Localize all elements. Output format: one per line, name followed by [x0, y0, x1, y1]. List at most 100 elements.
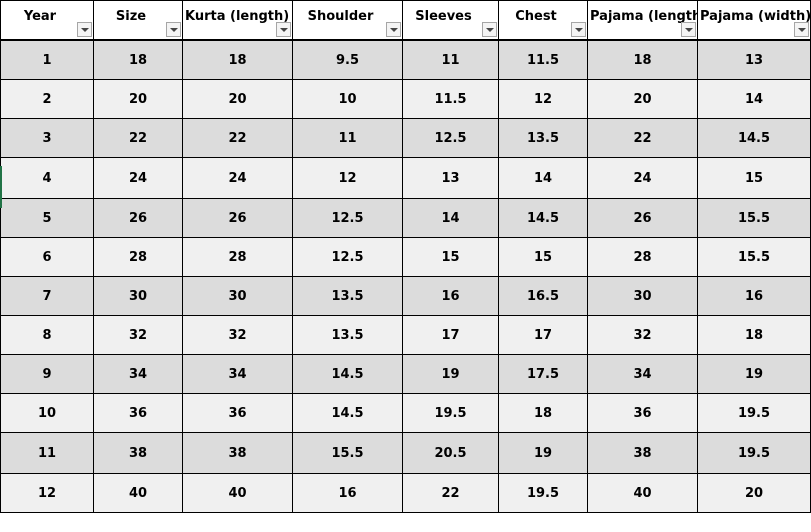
- cell-pajama-length[interactable]: 22: [587, 118, 698, 158]
- cell-year[interactable]: 6: [0, 237, 94, 277]
- cell-chest[interactable]: 14.5: [498, 198, 588, 238]
- cell-chest[interactable]: 19.5: [498, 473, 588, 513]
- cell-sleeves[interactable]: 15: [402, 237, 499, 277]
- cell-pajama-length[interactable]: 38: [587, 432, 698, 474]
- filter-dropdown-icon[interactable]: [571, 22, 586, 37]
- cell-year[interactable]: 4: [0, 157, 94, 199]
- cell-shoulder[interactable]: 14.5: [292, 393, 403, 433]
- cell-sleeves[interactable]: 14: [402, 198, 499, 238]
- cell-pajama-length[interactable]: 32: [587, 315, 698, 355]
- filter-dropdown-icon[interactable]: [681, 22, 696, 37]
- cell-kurta-length[interactable]: 24: [182, 157, 293, 199]
- cell-kurta-length[interactable]: 38: [182, 432, 293, 474]
- cell-sleeves[interactable]: 16: [402, 276, 499, 316]
- cell-year[interactable]: 10: [0, 393, 94, 433]
- cell-chest[interactable]: 17.5: [498, 354, 588, 394]
- cell-shoulder[interactable]: 12: [292, 157, 403, 199]
- cell-shoulder[interactable]: 12.5: [292, 237, 403, 277]
- filter-dropdown-icon[interactable]: [166, 22, 181, 37]
- cell-kurta-length[interactable]: 40: [182, 473, 293, 513]
- cell-pajama-length[interactable]: 34: [587, 354, 698, 394]
- cell-chest[interactable]: 11.5: [498, 39, 588, 80]
- cell-sleeves[interactable]: 19: [402, 354, 499, 394]
- header-cell-pajama-length[interactable]: Pajama (length): [587, 0, 698, 41]
- cell-sleeves[interactable]: 12.5: [402, 118, 499, 158]
- cell-size[interactable]: 18: [93, 39, 183, 80]
- cell-kurta-length[interactable]: 32: [182, 315, 293, 355]
- cell-year[interactable]: 1: [0, 39, 94, 80]
- header-cell-kurta-length[interactable]: Kurta (length): [182, 0, 293, 41]
- cell-year[interactable]: 3: [0, 118, 94, 158]
- cell-shoulder[interactable]: 14.5: [292, 354, 403, 394]
- cell-shoulder[interactable]: 9.5: [292, 39, 403, 80]
- cell-size[interactable]: 36: [93, 393, 183, 433]
- cell-shoulder[interactable]: 13.5: [292, 315, 403, 355]
- cell-pajama-length[interactable]: 40: [587, 473, 698, 513]
- cell-pajama-length[interactable]: 28: [587, 237, 698, 277]
- header-cell-year[interactable]: Year: [0, 0, 94, 41]
- cell-pajama-width[interactable]: 15.5: [697, 237, 811, 277]
- filter-dropdown-icon[interactable]: [276, 22, 291, 37]
- cell-size[interactable]: 24: [93, 157, 183, 199]
- cell-kurta-length[interactable]: 22: [182, 118, 293, 158]
- cell-kurta-length[interactable]: 26: [182, 198, 293, 238]
- cell-pajama-width[interactable]: 16: [697, 276, 811, 316]
- cell-sleeves[interactable]: 22: [402, 473, 499, 513]
- cell-size[interactable]: 20: [93, 79, 183, 119]
- cell-pajama-length[interactable]: 24: [587, 157, 698, 199]
- cell-pajama-length[interactable]: 18: [587, 39, 698, 80]
- cell-pajama-width[interactable]: 19.5: [697, 432, 811, 474]
- cell-shoulder[interactable]: 11: [292, 118, 403, 158]
- cell-kurta-length[interactable]: 18: [182, 39, 293, 80]
- cell-pajama-width[interactable]: 18: [697, 315, 811, 355]
- cell-size[interactable]: 38: [93, 432, 183, 474]
- header-cell-chest[interactable]: Chest: [498, 0, 588, 41]
- cell-chest[interactable]: 18: [498, 393, 588, 433]
- cell-pajama-width[interactable]: 15: [697, 157, 811, 199]
- cell-size[interactable]: 26: [93, 198, 183, 238]
- cell-chest[interactable]: 13.5: [498, 118, 588, 158]
- cell-shoulder[interactable]: 15.5: [292, 432, 403, 474]
- filter-dropdown-icon[interactable]: [386, 22, 401, 37]
- cell-size[interactable]: 32: [93, 315, 183, 355]
- cell-chest[interactable]: 19: [498, 432, 588, 474]
- header-cell-pajama-width[interactable]: Pajama (width): [697, 0, 811, 41]
- cell-pajama-width[interactable]: 15.5: [697, 198, 811, 238]
- cell-kurta-length[interactable]: 20: [182, 79, 293, 119]
- cell-size[interactable]: 22: [93, 118, 183, 158]
- cell-pajama-width[interactable]: 19: [697, 354, 811, 394]
- cell-size[interactable]: 34: [93, 354, 183, 394]
- cell-year[interactable]: 9: [0, 354, 94, 394]
- header-cell-sleeves[interactable]: Sleeves: [402, 0, 499, 41]
- filter-dropdown-icon[interactable]: [77, 22, 92, 37]
- cell-pajama-length[interactable]: 36: [587, 393, 698, 433]
- cell-kurta-length[interactable]: 30: [182, 276, 293, 316]
- cell-chest[interactable]: 15: [498, 237, 588, 277]
- cell-shoulder[interactable]: 10: [292, 79, 403, 119]
- header-cell-shoulder[interactable]: Shoulder: [292, 0, 403, 41]
- cell-sleeves[interactable]: 13: [402, 157, 499, 199]
- header-cell-size[interactable]: Size: [93, 0, 183, 41]
- cell-year[interactable]: 5: [0, 198, 94, 238]
- cell-pajama-width[interactable]: 13: [697, 39, 811, 80]
- cell-pajama-length[interactable]: 20: [587, 79, 698, 119]
- cell-shoulder[interactable]: 16: [292, 473, 403, 513]
- cell-year[interactable]: 7: [0, 276, 94, 316]
- cell-pajama-width[interactable]: 14.5: [697, 118, 811, 158]
- cell-kurta-length[interactable]: 34: [182, 354, 293, 394]
- cell-shoulder[interactable]: 12.5: [292, 198, 403, 238]
- cell-kurta-length[interactable]: 36: [182, 393, 293, 433]
- cell-year[interactable]: 2: [0, 79, 94, 119]
- cell-size[interactable]: 28: [93, 237, 183, 277]
- cell-pajama-length[interactable]: 26: [587, 198, 698, 238]
- cell-year[interactable]: 11: [0, 432, 94, 474]
- cell-sleeves[interactable]: 11: [402, 39, 499, 80]
- cell-sleeves[interactable]: 19.5: [402, 393, 499, 433]
- cell-sleeves[interactable]: 17: [402, 315, 499, 355]
- cell-year[interactable]: 8: [0, 315, 94, 355]
- cell-sleeves[interactable]: 20.5: [402, 432, 499, 474]
- cell-chest[interactable]: 17: [498, 315, 588, 355]
- cell-pajama-width[interactable]: 20: [697, 473, 811, 513]
- cell-sleeves[interactable]: 11.5: [402, 79, 499, 119]
- filter-dropdown-icon[interactable]: [482, 22, 497, 37]
